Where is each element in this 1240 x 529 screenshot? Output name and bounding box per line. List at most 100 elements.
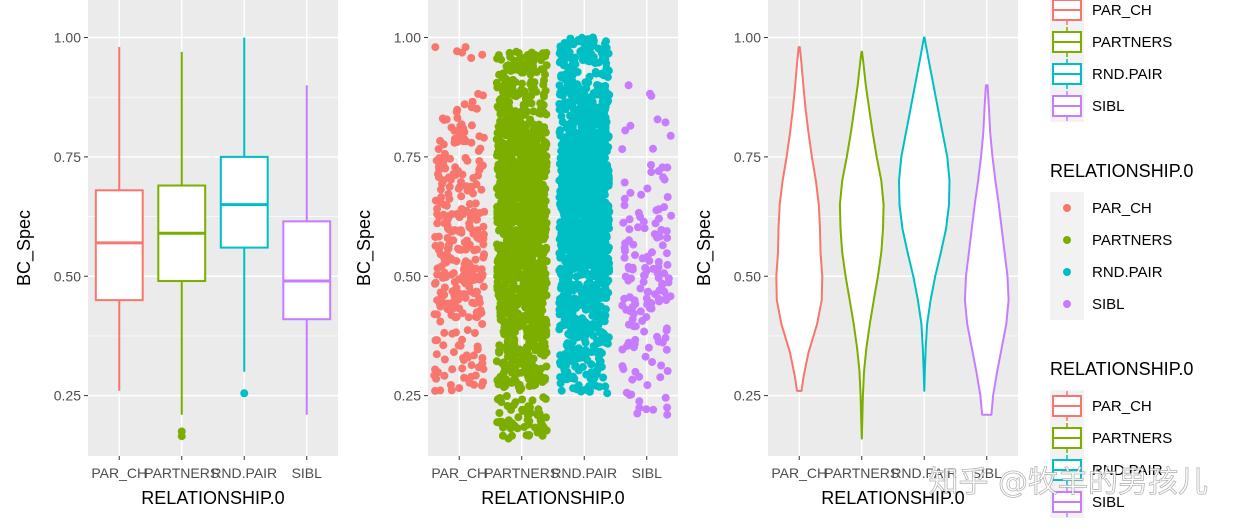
data-point [526, 115, 535, 124]
legend-label: RND.PAIR [1092, 462, 1163, 479]
data-point [619, 218, 628, 227]
x-tick-label-partners: PARTNERS [824, 465, 899, 481]
points-rndpair [555, 33, 614, 398]
data-point [499, 270, 508, 279]
data-point [603, 389, 612, 398]
data-point [582, 320, 591, 329]
data-point [584, 103, 593, 112]
data-point [605, 224, 613, 233]
data-point [462, 245, 470, 254]
data-point [597, 49, 606, 58]
data-point [539, 423, 548, 432]
data-point [440, 371, 449, 380]
data-point [566, 374, 575, 383]
data-point [538, 148, 547, 157]
data-point [576, 117, 585, 126]
data-point [660, 269, 669, 278]
data-point [557, 386, 566, 395]
data-point [537, 317, 546, 326]
data-point [666, 131, 675, 140]
data-point [479, 253, 488, 262]
data-point [542, 362, 551, 371]
data-point [663, 193, 672, 201]
data-point [581, 385, 590, 394]
data-point [662, 227, 671, 236]
data-point [628, 263, 637, 272]
data-point [651, 219, 660, 228]
data-point [593, 172, 602, 180]
data-point [560, 350, 569, 359]
data-point [523, 130, 532, 139]
data-point [637, 190, 646, 199]
data-point [444, 212, 452, 221]
data-point [471, 255, 480, 264]
data-point [518, 405, 527, 414]
data-point [654, 274, 663, 282]
data-point [509, 65, 518, 74]
data-point [570, 80, 579, 89]
data-point [626, 121, 635, 130]
data-point [501, 241, 510, 250]
data-point [585, 277, 594, 286]
data-point [558, 202, 567, 211]
data-point [462, 182, 471, 191]
data-point [460, 373, 469, 382]
data-point [509, 279, 518, 288]
data-point [526, 206, 535, 215]
data-point [662, 324, 671, 333]
data-point [662, 345, 671, 354]
data-point [620, 243, 629, 252]
data-point [454, 245, 463, 254]
data-point [569, 40, 578, 49]
data-point [443, 234, 452, 242]
data-point [574, 94, 583, 103]
data-point [578, 110, 586, 119]
data-point [618, 145, 627, 154]
legend-key-sibl [1050, 288, 1084, 320]
data-point [594, 120, 603, 129]
data-point [463, 326, 472, 335]
data-point [448, 365, 457, 374]
data-point [530, 182, 538, 190]
data-point [507, 345, 516, 354]
data-point [447, 123, 456, 132]
data-point [640, 327, 649, 336]
data-point [561, 245, 570, 254]
data-point [515, 345, 524, 354]
data-point [433, 219, 442, 228]
points-parch [430, 43, 489, 395]
data-point [501, 260, 510, 269]
data-point [654, 337, 663, 346]
data-point [557, 233, 566, 241]
data-point [464, 313, 473, 322]
x-tick-label-sibl: SIBL [972, 465, 1003, 481]
data-point [434, 145, 443, 154]
data-point [503, 337, 512, 346]
data-point [588, 311, 597, 320]
data-point [477, 265, 486, 274]
data-point [436, 185, 445, 194]
data-point [520, 87, 529, 96]
data-point [506, 150, 515, 159]
data-point [511, 78, 520, 87]
data-point [494, 214, 503, 223]
data-point [595, 338, 604, 347]
data-point [467, 361, 476, 370]
data-point [663, 403, 672, 412]
y-tick-label: 1.00 [734, 30, 761, 46]
data-point [599, 96, 608, 105]
data-point [561, 70, 570, 79]
data-point [509, 59, 518, 68]
data-point [534, 238, 543, 247]
data-point [631, 299, 640, 308]
data-point [529, 138, 538, 146]
data-point [478, 272, 486, 281]
data-point [594, 130, 603, 139]
data-point [666, 292, 675, 301]
data-point [459, 210, 468, 219]
data-point [493, 418, 502, 427]
data-point [557, 140, 566, 149]
data-point [502, 62, 511, 71]
legend-label: PAR_CH [1092, 398, 1152, 415]
